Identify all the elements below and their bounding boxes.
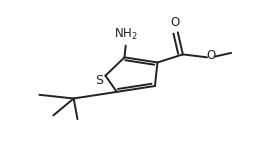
- Text: O: O: [171, 16, 180, 29]
- Text: S: S: [95, 74, 103, 87]
- Text: O: O: [206, 49, 215, 62]
- Text: NH$_2$: NH$_2$: [114, 27, 138, 42]
